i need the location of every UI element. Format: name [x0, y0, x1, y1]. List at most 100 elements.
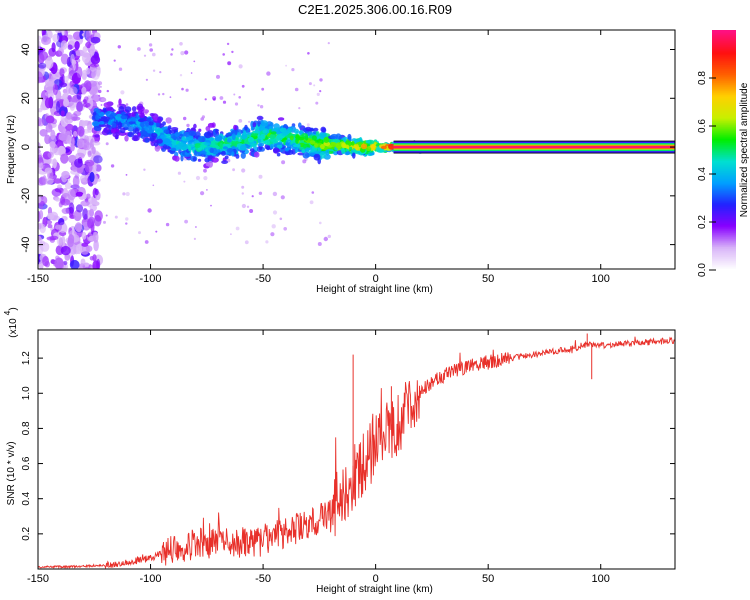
noise-blob [81, 231, 87, 240]
noise-blob [88, 50, 95, 57]
y-multiplier-close: ) [8, 307, 19, 310]
colorbar-segment [712, 60, 736, 63]
signal-blob [138, 112, 145, 119]
colorbar-segment [712, 154, 736, 157]
noise-blob [80, 258, 86, 266]
signal-blob [313, 127, 319, 132]
signal-blob [252, 122, 257, 128]
signal-blob [181, 136, 186, 141]
colorbar-segment [712, 124, 736, 127]
signal-blob [110, 128, 116, 134]
noise-blob [90, 36, 101, 44]
signal-blob [118, 98, 122, 106]
noise-blob [81, 86, 87, 95]
noise-blob [50, 129, 56, 140]
noise-blob [54, 224, 61, 230]
colorbar-segment [712, 118, 736, 121]
noise-blob [60, 245, 71, 256]
signal-blob [207, 160, 213, 168]
noise-dot [261, 87, 265, 91]
signal-blob [115, 113, 123, 121]
noise-blob [65, 112, 73, 120]
noise-blob [57, 184, 62, 189]
signal-blob [151, 132, 158, 138]
noise-dot [270, 232, 275, 237]
signal-blob [111, 122, 117, 128]
noise-dot [193, 237, 196, 240]
signal-blob [120, 115, 128, 120]
noise-dot [152, 184, 155, 187]
y-tick-label: 40 [20, 43, 32, 55]
noise-dot [120, 90, 125, 95]
noise-dot [271, 224, 276, 229]
noise-blob [63, 98, 69, 107]
noise-blob [55, 101, 61, 113]
noise-blob [60, 153, 69, 164]
colorbar-segment [712, 116, 736, 119]
noise-dot [170, 53, 173, 56]
noise-dot [294, 87, 299, 92]
noise-dot [159, 71, 162, 74]
signal-blob [250, 133, 259, 137]
x-tick-label: -100 [140, 573, 162, 585]
noise-blob [40, 242, 50, 252]
y-multiplier: (x10 [8, 318, 19, 338]
noise-dot [184, 219, 189, 224]
noise-blob [61, 30, 66, 36]
colorbar-tick-label: 0.2 [697, 215, 708, 229]
signal-blob [166, 133, 171, 139]
noise-dot [298, 107, 301, 110]
noise-dot [147, 208, 152, 213]
noise-blob [55, 30, 63, 33]
colorbar-segment [712, 168, 736, 171]
signal-blob [124, 135, 129, 142]
noise-blob [89, 171, 95, 183]
noise-blob [58, 82, 68, 88]
noise-dot [100, 104, 103, 106]
colorbar-segment [712, 230, 736, 233]
colorbar-tick-label: 0.4 [697, 167, 708, 181]
colorbar-segment [712, 160, 736, 163]
noise-blob [94, 210, 103, 222]
noise-blob [44, 97, 53, 109]
x-tick-label: -150 [27, 573, 49, 585]
signal-blob [120, 127, 126, 134]
colorbar-segment [712, 206, 736, 209]
colorbar-segment [712, 172, 736, 175]
noise-dot [311, 191, 315, 194]
colorbar-segment [712, 182, 736, 185]
signal-blob [224, 155, 229, 160]
y-tick-label: -20 [20, 188, 32, 204]
x-tick-label: -100 [140, 273, 162, 285]
noise-dot [235, 226, 240, 231]
noise-blob [60, 53, 69, 65]
colorbar-segment [712, 256, 736, 259]
x-tick-label: 50 [482, 273, 494, 285]
signal-blob [352, 151, 356, 159]
signal-blob [198, 128, 202, 132]
noise-band [38, 30, 104, 269]
noise-dot [212, 96, 217, 101]
colorbar-segment [712, 40, 736, 43]
noise-dot [216, 74, 220, 79]
signal-blob [207, 122, 215, 128]
noise-dot [200, 191, 205, 196]
colorbar-segment [712, 92, 736, 95]
noise-dot [257, 104, 260, 107]
noise-blob [52, 83, 59, 96]
signal-blob [240, 152, 246, 159]
colorbar-segment [712, 128, 736, 131]
noise-blob [90, 87, 99, 95]
colorbar-segment [712, 228, 736, 231]
signal-blob [262, 129, 268, 134]
colorbar-segment [712, 188, 736, 191]
noise-blob [79, 175, 88, 182]
signal-blob [139, 130, 148, 137]
noise-dot [249, 209, 254, 213]
noise-blob [53, 178, 62, 184]
colorbar-segment [712, 194, 736, 197]
noise-dot [181, 87, 184, 91]
noise-blob [75, 204, 84, 213]
noise-blob [90, 55, 101, 65]
colorbar-segment [712, 136, 736, 139]
